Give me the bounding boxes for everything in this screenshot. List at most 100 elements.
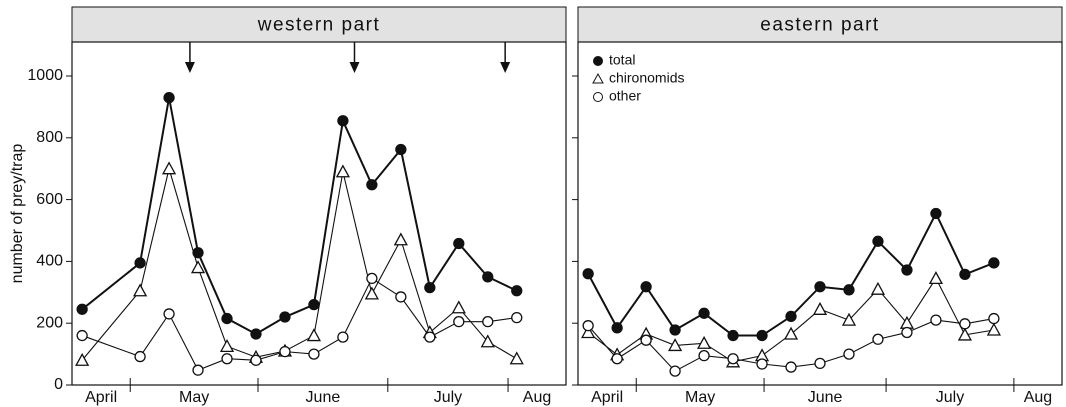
marker-triangle — [783, 326, 799, 340]
marker-open — [366, 272, 378, 285]
marker-triangle — [667, 338, 683, 352]
marker-filled — [814, 281, 826, 293]
panel-title: western part — [257, 15, 381, 36]
marker-triangle — [696, 335, 712, 349]
marker-triangle — [132, 283, 148, 297]
marker-filled — [727, 329, 739, 342]
marker-triangle — [161, 161, 177, 175]
marker-filled — [308, 299, 320, 311]
marker-filled — [901, 264, 913, 276]
marker-open — [134, 350, 146, 363]
marker-open — [424, 331, 436, 343]
month-label: May — [685, 389, 715, 406]
month-label: May — [179, 389, 209, 406]
marker-triangle — [335, 164, 350, 178]
marker-filled — [669, 324, 681, 336]
legend-marker — [593, 56, 603, 66]
y-tick-label: 800 — [36, 129, 63, 146]
legend-label: other — [609, 88, 641, 104]
panel-title: eastern part — [760, 15, 879, 36]
marker-triangle — [393, 232, 408, 246]
marker-open — [511, 311, 523, 324]
marker-open — [814, 357, 826, 370]
marker-triangle — [509, 351, 524, 365]
month-label: Aug — [523, 389, 551, 406]
legend-label: chironomids — [609, 70, 684, 86]
marker-filled — [250, 328, 262, 340]
series-line — [81, 166, 518, 361]
marker-open — [756, 358, 768, 370]
marker-filled — [221, 312, 233, 325]
marker-open — [337, 331, 349, 343]
month-label: July — [434, 389, 462, 406]
marker-triangle — [480, 334, 495, 348]
marker-open — [279, 345, 291, 358]
month-label: July — [936, 389, 964, 406]
marker-open — [901, 326, 913, 339]
marker-open — [395, 291, 407, 303]
marker-triangle — [986, 322, 1001, 336]
month-label: April — [591, 389, 623, 406]
marker-open — [872, 333, 884, 345]
y-tick-label: 200 — [36, 314, 63, 331]
plot-frame — [577, 41, 1063, 386]
marker-triangle — [190, 260, 206, 274]
marker-triangle — [364, 286, 379, 300]
marker-filled — [988, 257, 1000, 269]
marker-open — [930, 314, 942, 326]
marker-open — [669, 365, 681, 377]
marker-filled — [872, 235, 884, 247]
marker-filled — [959, 268, 971, 281]
marker-open — [163, 308, 175, 320]
marker-open — [192, 364, 204, 376]
marker-triangle — [581, 325, 596, 339]
marker-filled — [192, 247, 204, 259]
y-tick-label: 1000 — [27, 67, 63, 84]
marker-open — [250, 354, 262, 366]
marker-triangle — [841, 312, 857, 326]
y-tick-label: 400 — [36, 253, 63, 270]
legend-label: total — [609, 52, 635, 68]
marker-open — [453, 316, 465, 328]
marker-open — [582, 320, 594, 332]
arrow-head — [184, 62, 195, 73]
plot-frame — [71, 41, 567, 386]
y-tick-label: 0 — [54, 376, 63, 393]
legend-marker — [593, 92, 603, 102]
series-line — [81, 277, 517, 371]
marker-filled — [611, 322, 623, 334]
marker-filled — [134, 257, 146, 269]
marker-open — [988, 312, 1000, 325]
marker-open — [698, 349, 710, 362]
marker-filled — [511, 285, 523, 297]
y-tick-label: 600 — [36, 191, 63, 208]
marker-triangle — [870, 281, 886, 295]
month-label: April — [85, 389, 117, 406]
arrow-head — [500, 62, 511, 73]
marker-filled — [424, 282, 436, 294]
legend-marker — [592, 72, 604, 84]
marker-triangle — [928, 271, 944, 285]
marker-filled — [698, 307, 710, 319]
marker-filled — [756, 329, 768, 342]
marker-filled — [163, 91, 175, 104]
panel-header — [71, 6, 567, 43]
marker-filled — [640, 281, 652, 293]
marker-filled — [785, 310, 797, 323]
arrow-head — [349, 62, 360, 73]
marker-filled — [279, 311, 291, 323]
marker-filled — [395, 143, 407, 156]
month-label: June — [808, 389, 843, 406]
marker-triangle — [451, 300, 466, 314]
marker-filled — [482, 271, 494, 283]
marker-triangle — [75, 352, 90, 366]
marker-open — [308, 348, 320, 360]
month-label: Aug — [1024, 389, 1052, 406]
marker-open — [611, 353, 623, 365]
marker-filled — [337, 115, 349, 127]
marker-open — [727, 353, 739, 365]
marker-filled — [582, 268, 594, 280]
marker-triangle — [812, 301, 828, 315]
series-line — [81, 97, 518, 336]
